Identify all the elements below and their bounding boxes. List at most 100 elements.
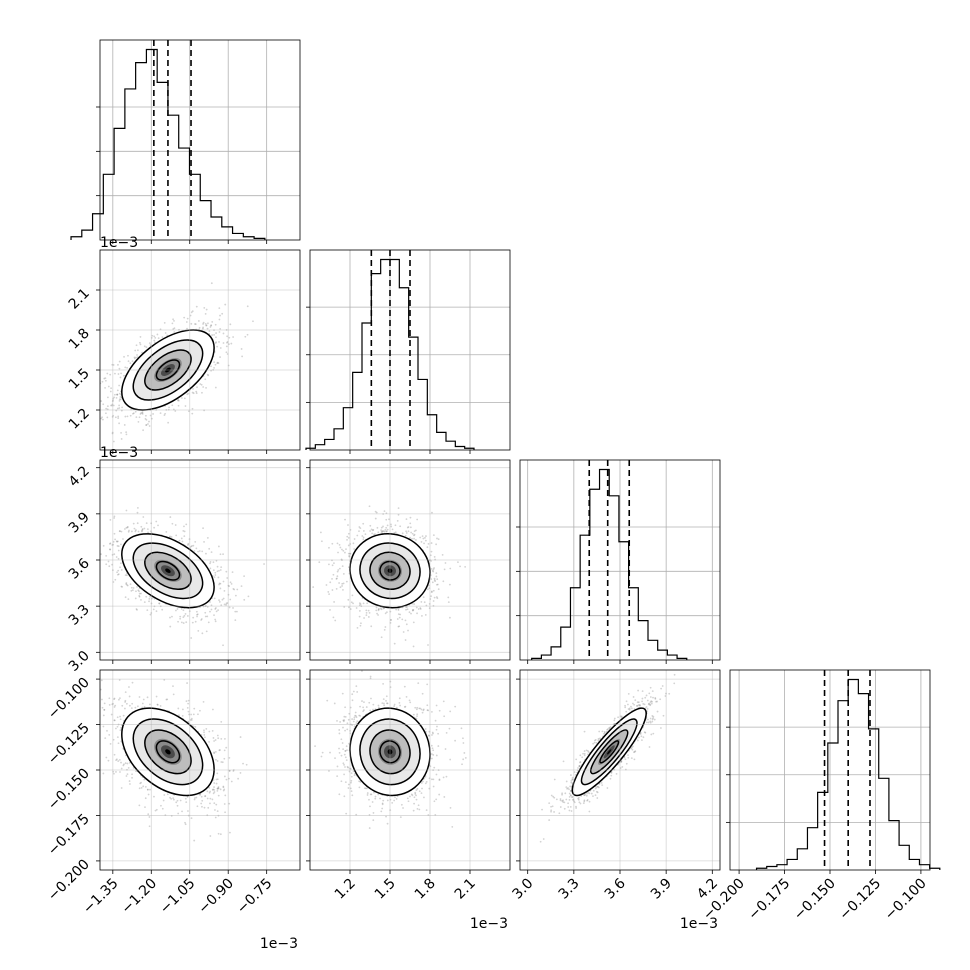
scatter-point xyxy=(164,332,167,334)
scatter-point xyxy=(170,536,173,538)
scatter-point xyxy=(82,450,84,452)
scatter-point xyxy=(424,614,427,616)
scatter-point xyxy=(124,699,127,702)
scatter-point xyxy=(184,613,187,615)
scatter-point xyxy=(192,544,195,547)
scatter-point xyxy=(116,716,119,719)
scatter-point xyxy=(125,583,128,585)
scatter-point xyxy=(88,577,90,579)
scatter-point xyxy=(141,411,144,414)
scatter-point xyxy=(130,586,133,589)
contour-0.5-sigma xyxy=(379,560,401,581)
scatter-point xyxy=(342,573,345,575)
scatter-point xyxy=(136,506,139,509)
scatter-point xyxy=(345,580,348,583)
scatter-point xyxy=(145,423,148,426)
scatter-point xyxy=(407,530,410,533)
hist-panel-0 xyxy=(70,39,301,244)
scatter-point xyxy=(243,598,246,601)
scatter-point xyxy=(358,530,360,533)
scatter-point xyxy=(187,702,190,705)
contour-1-sigma xyxy=(369,551,411,590)
scatter-point xyxy=(225,351,228,354)
scatter-point xyxy=(362,538,365,541)
scatter-point xyxy=(226,335,229,338)
scatter-point xyxy=(432,570,435,573)
scatter-point xyxy=(201,391,203,394)
scatter-point xyxy=(97,718,99,720)
scatter-point xyxy=(232,336,235,338)
scatter-point xyxy=(191,407,194,410)
scatter-point xyxy=(169,616,171,619)
scatter-point xyxy=(449,567,452,570)
scatter-point xyxy=(386,524,389,527)
scatter-point xyxy=(176,608,179,610)
scatter-point xyxy=(209,560,212,563)
scatter-point xyxy=(143,345,146,348)
scatter-point xyxy=(206,790,209,793)
scatter-point xyxy=(355,607,358,609)
scatter-point xyxy=(138,595,141,598)
scatter-point xyxy=(215,782,218,785)
scatter-point xyxy=(213,333,215,336)
scatter-point xyxy=(145,595,148,598)
scatter-point xyxy=(382,525,384,528)
scatter-point xyxy=(380,608,383,611)
scatter-point xyxy=(134,597,137,600)
scatter-point xyxy=(149,595,151,598)
scatter-point xyxy=(433,556,436,558)
scatter-point xyxy=(186,682,188,684)
scatter-point xyxy=(220,761,223,763)
scatter-point xyxy=(139,336,142,338)
scatter-point xyxy=(106,405,109,408)
scatter-point xyxy=(204,615,207,618)
scatter-point xyxy=(138,696,141,698)
scatter-point xyxy=(353,548,356,550)
scatter-point xyxy=(118,404,121,407)
scatter-point xyxy=(179,617,182,620)
scatter-point xyxy=(423,542,425,545)
scatter-point xyxy=(195,547,198,550)
scatter-point xyxy=(436,597,439,600)
scatter-point xyxy=(126,366,128,369)
scatter-point xyxy=(339,586,342,589)
scatter-point xyxy=(325,584,328,586)
scatter-point xyxy=(377,531,380,534)
scatter-point xyxy=(214,618,217,621)
scatter-point xyxy=(390,523,392,526)
scatter-point xyxy=(215,758,217,761)
scatter-point xyxy=(105,555,108,557)
scatter-point xyxy=(214,386,217,389)
scatter-point xyxy=(117,363,119,366)
scatter-point xyxy=(409,536,412,539)
scatter-point xyxy=(210,324,213,327)
scatter-point xyxy=(369,524,372,527)
scatter-point xyxy=(214,816,217,819)
scatter-point xyxy=(368,611,371,614)
scatter-point xyxy=(132,412,135,415)
scatter-point xyxy=(426,588,429,591)
scatter-point xyxy=(229,581,232,584)
scatter-point xyxy=(327,591,330,593)
scatter-point xyxy=(432,568,435,571)
scatter-point xyxy=(207,621,210,624)
scatter-point xyxy=(398,625,401,628)
scatter-point xyxy=(201,632,204,635)
scatter-point xyxy=(187,392,190,395)
scatter-point xyxy=(422,537,425,540)
scatter-point xyxy=(424,539,427,542)
scatter-point xyxy=(116,545,119,547)
scatter-point xyxy=(174,410,177,412)
scatter-point xyxy=(219,314,221,317)
scatter-point xyxy=(210,282,213,285)
scatter-point xyxy=(169,535,171,538)
scatter-point xyxy=(106,372,109,375)
scatter-point xyxy=(229,831,231,834)
scatter-point xyxy=(209,797,212,800)
scatter-point xyxy=(125,574,128,577)
scatter-point xyxy=(211,334,214,336)
scatter-point xyxy=(107,560,110,563)
scatter-point xyxy=(430,591,433,594)
scatter-point xyxy=(222,332,225,335)
scatter-point xyxy=(117,373,120,375)
